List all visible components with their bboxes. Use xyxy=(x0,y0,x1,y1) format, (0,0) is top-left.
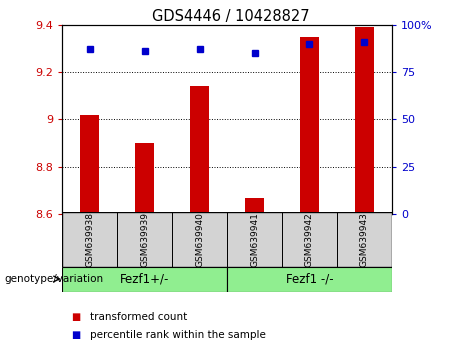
Text: GSM639940: GSM639940 xyxy=(195,212,204,267)
Text: percentile rank within the sample: percentile rank within the sample xyxy=(90,330,266,339)
Text: GSM639943: GSM639943 xyxy=(360,212,369,267)
Bar xyxy=(62,267,227,292)
Text: ■: ■ xyxy=(71,312,81,322)
Text: GSM639938: GSM639938 xyxy=(85,212,94,267)
Text: GDS4446 / 10428827: GDS4446 / 10428827 xyxy=(152,9,309,24)
Text: GSM639941: GSM639941 xyxy=(250,212,259,267)
Bar xyxy=(282,212,337,267)
Bar xyxy=(190,86,209,214)
Bar xyxy=(227,212,282,267)
Bar xyxy=(117,212,172,267)
Text: GSM639942: GSM639942 xyxy=(305,212,314,267)
Text: genotype/variation: genotype/variation xyxy=(5,274,104,284)
Text: Fezf1+/-: Fezf1+/- xyxy=(120,273,169,286)
Bar xyxy=(337,212,392,267)
Bar xyxy=(62,212,117,267)
Bar xyxy=(355,27,374,214)
Text: Fezf1 -/-: Fezf1 -/- xyxy=(286,273,333,286)
Text: GSM639939: GSM639939 xyxy=(140,212,149,267)
Bar xyxy=(227,267,392,292)
Bar xyxy=(245,198,264,214)
Bar xyxy=(135,143,154,214)
Bar xyxy=(80,115,99,214)
Text: ■: ■ xyxy=(71,330,81,339)
Bar xyxy=(300,36,319,214)
Bar xyxy=(172,212,227,267)
Text: transformed count: transformed count xyxy=(90,312,187,322)
